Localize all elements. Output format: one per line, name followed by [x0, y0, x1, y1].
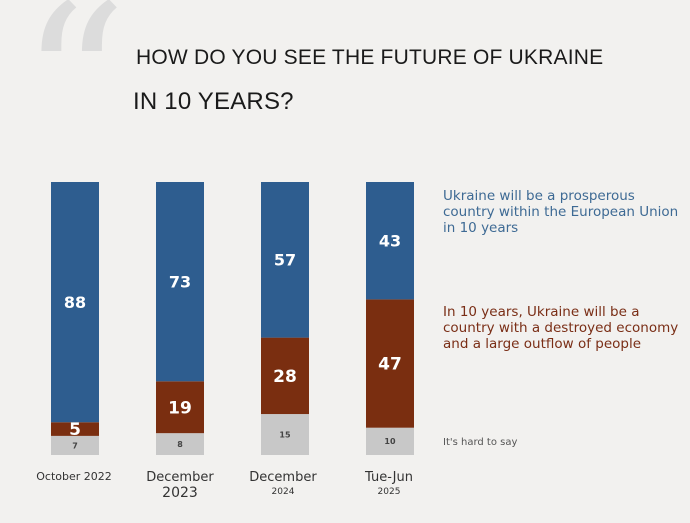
- bar-segment-prosperous: [261, 182, 309, 338]
- bar-segment-prosperous: [366, 182, 414, 300]
- x-label-dec-2024: December 2024: [233, 470, 333, 497]
- bar-segment-hard-to-say: [261, 414, 309, 455]
- data-label-hard-to-say: 15: [279, 430, 291, 439]
- data-label-hard-to-say: 8: [177, 440, 183, 449]
- x-label-jun-2025: Tue-Jun 2025: [339, 470, 439, 497]
- legend-destroyed-economy: In 10 years, Ukraine will be a country w…: [443, 304, 679, 352]
- bar-segment-hard-to-say: [156, 433, 204, 455]
- x-label-oct-2022: October 2022: [26, 470, 122, 483]
- x-label-line1: October 2022: [36, 470, 112, 483]
- data-label-destroyed: 28: [273, 367, 297, 387]
- data-label-prosperous: 57: [274, 251, 296, 270]
- data-label-destroyed: 5: [69, 420, 81, 440]
- bar-segment-hard-to-say: [51, 435, 99, 455]
- x-label-line1: December: [249, 470, 317, 485]
- bar-segment-hard-to-say: [366, 427, 414, 455]
- data-label-destroyed: 47: [378, 355, 402, 375]
- data-label-destroyed: 19: [168, 398, 192, 418]
- x-label-line2: 2024: [271, 487, 295, 497]
- data-label-prosperous: 73: [169, 272, 191, 291]
- bar-segment-destroyed: [51, 422, 99, 436]
- data-label-hard-to-say: 7: [72, 441, 78, 450]
- quote-mark-icon: “: [20, 0, 128, 205]
- x-label-line1: Tue-Jun: [365, 470, 413, 485]
- bar-segment-destroyed: [261, 337, 309, 415]
- data-label-hard-to-say: 10: [384, 437, 396, 446]
- bar-segment-prosperous: [156, 182, 204, 382]
- bar-segment-destroyed: [366, 299, 414, 428]
- bar-segment-prosperous: [51, 182, 99, 423]
- chart-title-line1: HOW DO YOU SEE THE FUTURE OF UKRAINE: [136, 46, 604, 69]
- x-label-line1: December: [146, 470, 214, 485]
- chart-title-line2: IN 10 YEARS?: [133, 88, 294, 115]
- x-label-line2: 2023: [162, 485, 198, 501]
- bar-segment-destroyed: [156, 381, 204, 434]
- data-label-prosperous: 88: [64, 293, 86, 312]
- x-label-dec-2023: December 2023: [130, 470, 230, 501]
- legend-prosperous-eu: Ukraine will be a prosperous country wit…: [443, 188, 679, 236]
- data-label-prosperous: 43: [379, 231, 401, 250]
- x-label-line2: 2025: [377, 487, 401, 497]
- legend-hard-to-say: It's hard to say: [443, 437, 518, 448]
